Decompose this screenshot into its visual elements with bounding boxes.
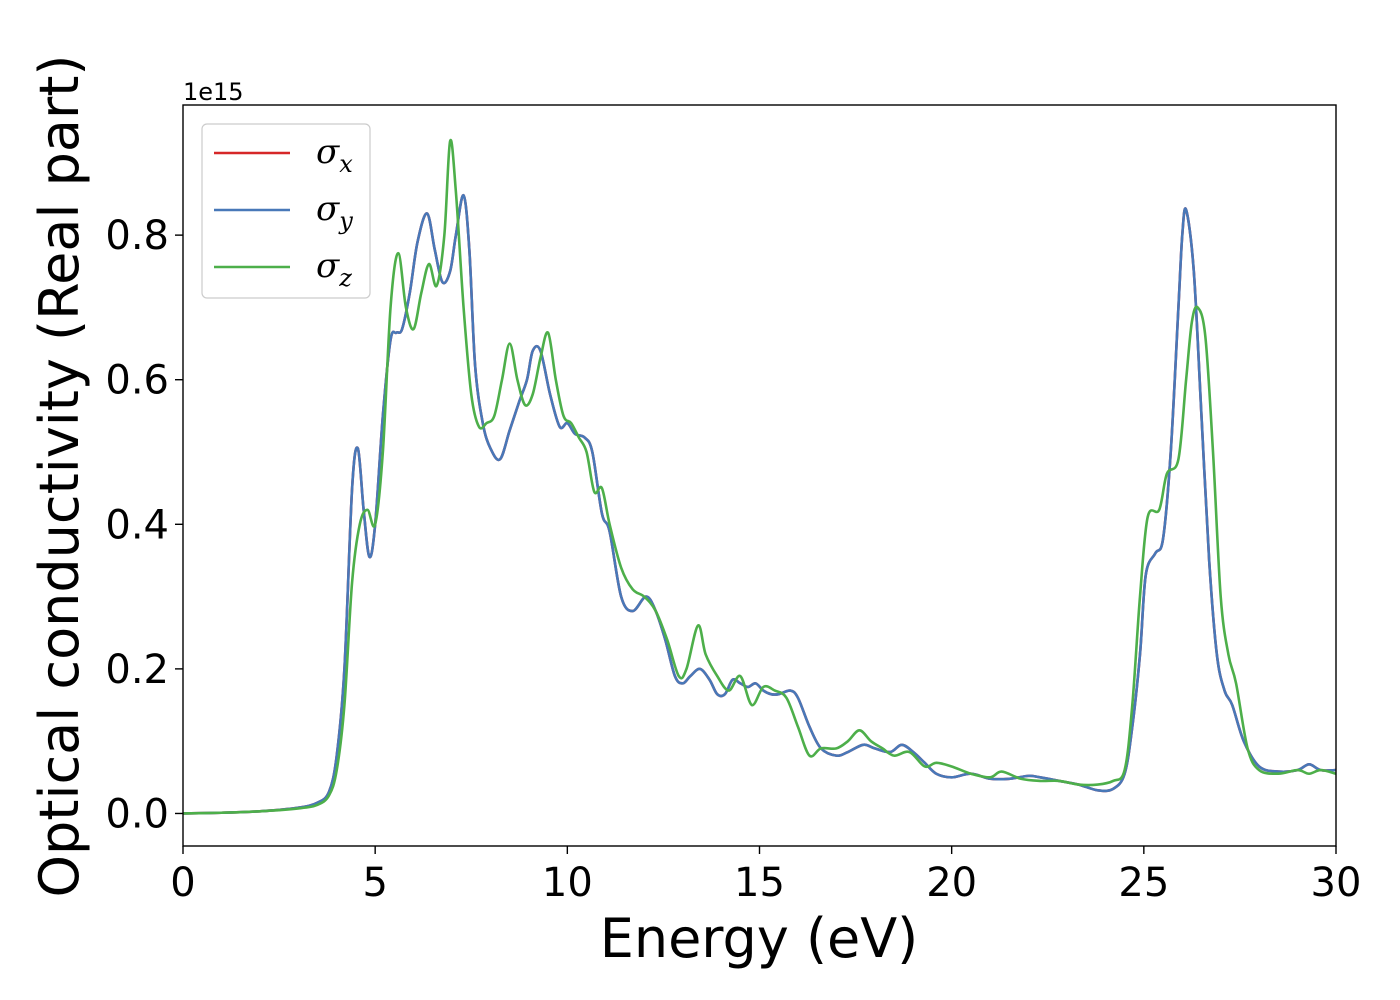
x-tick-label: 20 [926, 860, 977, 906]
series-line-y [182, 194, 1337, 815]
x-tick-label: 0 [170, 860, 195, 906]
y-tick-label: 0.2 [105, 647, 169, 693]
x-tick-label: 30 [1311, 860, 1362, 906]
series-layer [182, 138, 1337, 815]
y-axis: 0.0 0.2 0.4 0.6 0.8 [105, 213, 183, 837]
y-offset-text: 1e15 [183, 78, 244, 106]
x-axis-label: Energy (eV) [600, 907, 919, 970]
legend: σx σy σz [201, 123, 371, 299]
x-tick-label: 25 [1118, 860, 1169, 906]
y-axis-label: Optical conductivity (Real part) [28, 55, 91, 898]
y-tick-label: 0.0 [105, 791, 169, 837]
x-axis: 0 5 10 15 20 25 30 [170, 846, 1361, 906]
y-tick-label: 0.6 [105, 358, 169, 404]
x-tick-label: 5 [362, 860, 387, 906]
x-tick-label: 10 [542, 860, 593, 906]
series-line-z [182, 138, 1337, 815]
y-tick-label: 0.4 [105, 502, 169, 548]
legend-label: σz [316, 246, 352, 292]
legend-label: σy [316, 189, 353, 235]
y-tick-label: 0.8 [105, 213, 169, 259]
x-tick-label: 15 [734, 860, 785, 906]
legend-label: σx [316, 132, 353, 178]
